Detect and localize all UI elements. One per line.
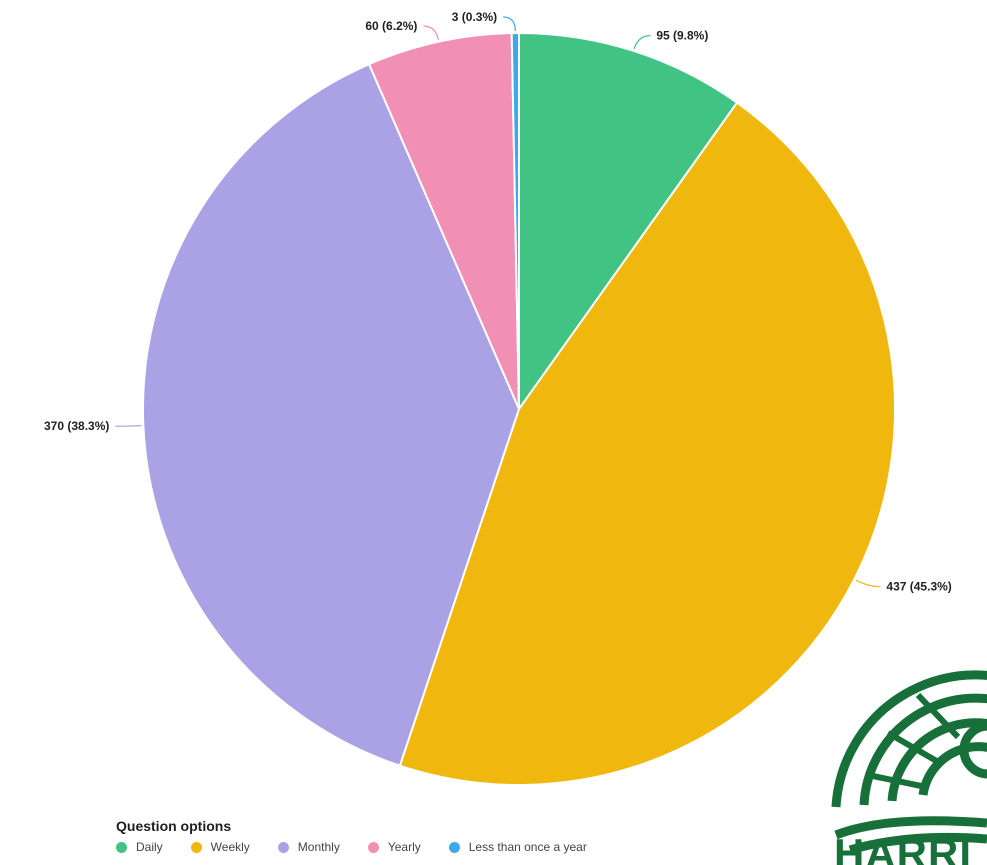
legend-item-yearly[interactable]: Yearly: [367, 840, 421, 854]
pie-slice-labels: 95 (9.8%) 437 (45.3%) 370 (38.3%) 60 (6.2%)…: [44, 10, 952, 594]
pie-slice-monthly: [142, 62, 521, 767]
slice-label-weekly: 437 (45.3%): [886, 580, 951, 594]
legend-label: Daily: [136, 840, 163, 854]
leader-line-monthly: [115, 425, 142, 427]
harri-logo-emblem: [831, 670, 987, 855]
slice-label-monthly: 370 (38.3%): [44, 419, 109, 433]
legend-label: Weekly: [210, 840, 250, 854]
legend-swatch: [367, 841, 379, 853]
pie-slice-yearly: [367, 32, 520, 410]
slice-label-less-than-once-a-year: 3 (0.3%): [452, 10, 497, 24]
legend-swatch: [277, 841, 289, 853]
legend-label: Monthly: [297, 840, 340, 854]
legend-label: Yearly: [387, 840, 421, 854]
harri-logo-text: HARRI: [834, 830, 972, 865]
legend-items: Daily Weekly Monthly Yearly Less than once a…: [116, 840, 615, 854]
legend-swatch: [448, 841, 460, 853]
leader-line-yearly: [423, 25, 439, 40]
legend-item-monthly[interactable]: Monthly: [277, 840, 340, 854]
legend-title: Question options: [116, 818, 232, 834]
legend: Question options Daily Weekly Monthly Yearl…: [116, 818, 615, 854]
slice-label-daily: 95 (9.8%): [656, 29, 708, 43]
pie-slice-daily: [518, 31, 739, 413]
leader-line-less-than-once-a-year: [503, 16, 516, 32]
legend-item-daily[interactable]: Daily: [116, 840, 163, 854]
pie-slice-weekly: [398, 101, 896, 786]
legend-swatch: [190, 841, 202, 853]
legend-swatch: [116, 841, 127, 853]
leader-line-weekly: [855, 579, 881, 588]
slice-label-yearly: 60 (6.2%): [365, 19, 417, 33]
leader-line-daily: [633, 34, 651, 50]
legend-item-less-than-once-a-year[interactable]: Less than once a year: [448, 840, 587, 854]
pie-leader-lines: [115, 16, 881, 588]
pie-slice-less-than-once-a-year: [510, 31, 520, 410]
legend-label: Less than once a year: [468, 840, 587, 854]
pie-slices: [142, 31, 896, 786]
legend-item-weekly[interactable]: Weekly: [190, 840, 250, 854]
harri-logo: HARRI: [828, 655, 987, 865]
